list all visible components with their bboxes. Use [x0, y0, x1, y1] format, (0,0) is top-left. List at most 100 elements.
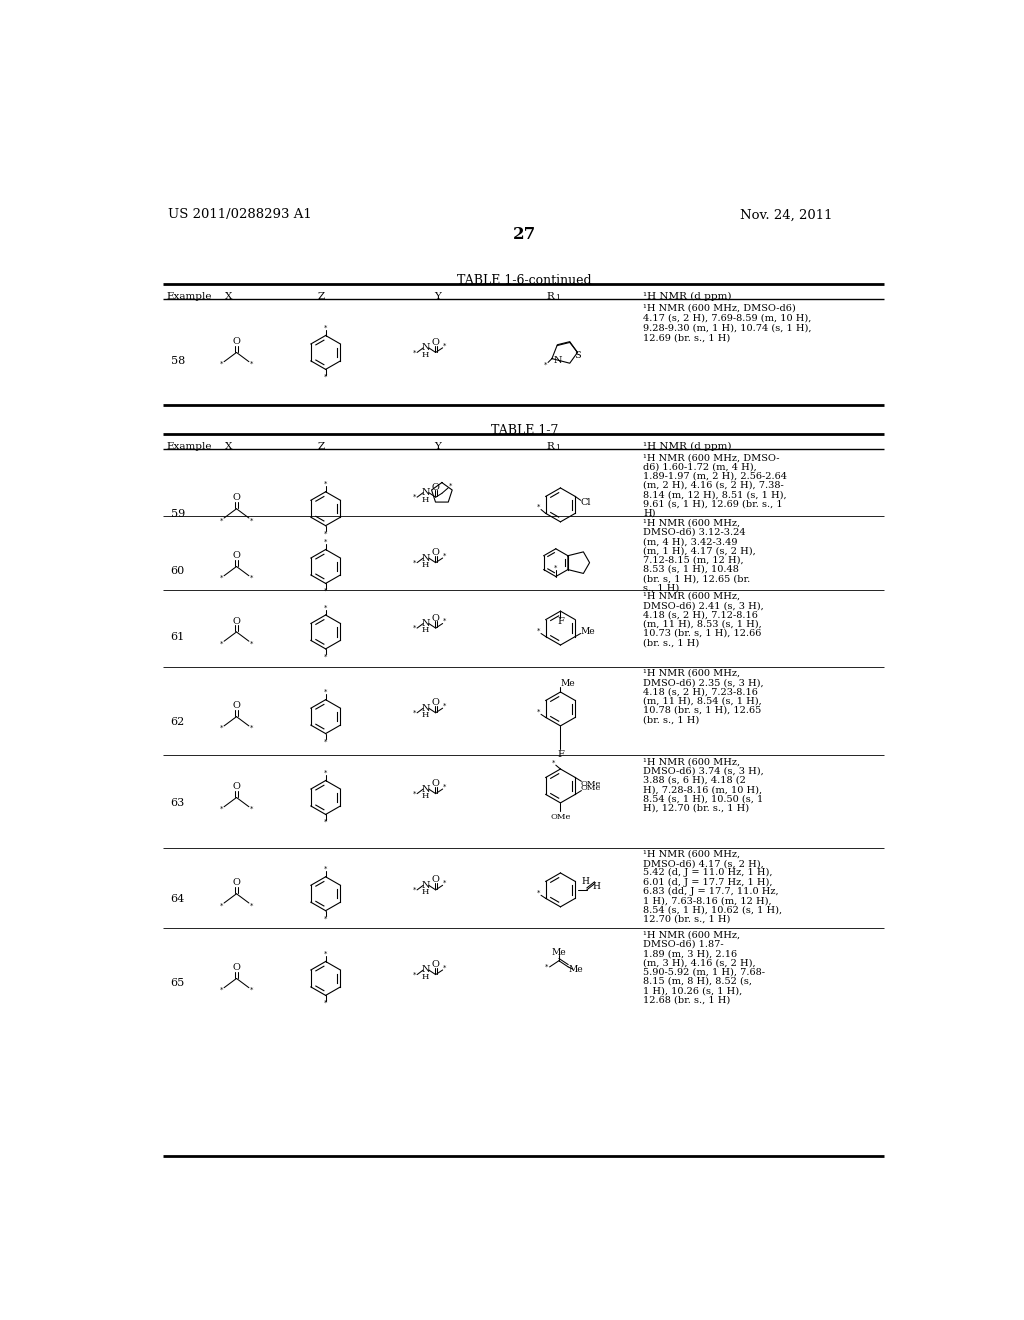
Text: *: * — [324, 866, 328, 873]
Text: *: * — [324, 480, 328, 487]
Text: H: H — [422, 495, 429, 503]
Text: F: F — [557, 618, 564, 627]
Text: O: O — [432, 548, 439, 557]
Text: OMe: OMe — [581, 780, 601, 788]
Text: *: * — [324, 589, 328, 594]
Text: 65: 65 — [171, 978, 185, 989]
Text: O: O — [432, 779, 439, 788]
Text: ¹H NMR (d ppm): ¹H NMR (d ppm) — [643, 292, 732, 301]
Text: O: O — [432, 875, 439, 884]
Text: ¹H NMR (600 MHz,: ¹H NMR (600 MHz, — [643, 758, 740, 767]
Text: *: * — [324, 605, 328, 610]
Text: *: * — [250, 725, 253, 731]
Text: *: * — [413, 972, 417, 978]
Text: H: H — [422, 627, 429, 635]
Text: *: * — [250, 517, 253, 523]
Text: 10.78 (br. s, 1 H), 12.65: 10.78 (br. s, 1 H), 12.65 — [643, 706, 762, 715]
Text: ¹H NMR (600 MHz, DMSO-d6): ¹H NMR (600 MHz, DMSO-d6) — [643, 304, 796, 312]
Text: (m, 2 H), 4.16 (s, 2 H), 7.38-: (m, 2 H), 4.16 (s, 2 H), 7.38- — [643, 480, 784, 490]
Text: *: * — [443, 342, 446, 348]
Text: Me: Me — [561, 678, 575, 688]
Text: *: * — [443, 784, 446, 789]
Text: *: * — [324, 539, 328, 545]
Text: *: * — [220, 576, 223, 581]
Text: (m, 1 H), 4.17 (s, 2 H),: (m, 1 H), 4.17 (s, 2 H), — [643, 546, 756, 556]
Text: 62: 62 — [171, 717, 185, 726]
Text: *: * — [324, 770, 328, 776]
Text: *: * — [324, 915, 328, 921]
Text: 10.73 (br. s, 1 H), 12.66: 10.73 (br. s, 1 H), 12.66 — [643, 628, 762, 638]
Text: *: * — [250, 987, 253, 993]
Text: (m, 11 H), 8.54 (s, 1 H),: (m, 11 H), 8.54 (s, 1 H), — [643, 697, 762, 706]
Text: O: O — [432, 960, 439, 969]
Text: (m, 4 H), 3.42-3.49: (m, 4 H), 3.42-3.49 — [643, 537, 738, 546]
Text: 12.68 (br. s., 1 H): 12.68 (br. s., 1 H) — [643, 995, 731, 1005]
Text: *: * — [443, 553, 446, 558]
Text: 6.83 (dd, J = 17.7, 11.0 Hz,: 6.83 (dd, J = 17.7, 11.0 Hz, — [643, 887, 779, 896]
Text: 8.53 (s, 1 H), 10.48: 8.53 (s, 1 H), 10.48 — [643, 565, 739, 574]
Text: *: * — [413, 494, 417, 500]
Text: Z: Z — [317, 442, 326, 450]
Text: ¹H NMR (d ppm): ¹H NMR (d ppm) — [643, 442, 732, 451]
Text: N: N — [421, 488, 430, 498]
Text: *: * — [544, 362, 548, 368]
Text: 60: 60 — [171, 566, 185, 577]
Text: *: * — [413, 710, 417, 715]
Text: O: O — [432, 614, 439, 623]
Text: *: * — [220, 360, 223, 367]
Text: d6) 1.60-1.72 (m, 4 H),: d6) 1.60-1.72 (m, 4 H), — [643, 462, 757, 471]
Text: (br. s, 1 H), 12.65 (br.: (br. s, 1 H), 12.65 (br. — [643, 574, 751, 583]
Text: *: * — [250, 576, 253, 581]
Text: H: H — [422, 711, 429, 719]
Text: 1 H), 7.63-8.16 (m, 12 H),: 1 H), 7.63-8.16 (m, 12 H), — [643, 896, 772, 906]
Text: 64: 64 — [171, 894, 185, 904]
Text: *: * — [250, 807, 253, 812]
Text: 5.42 (d, J = 11.0 Hz, 1 H),: 5.42 (d, J = 11.0 Hz, 1 H), — [643, 869, 773, 878]
Text: (m, 11 H), 8.53 (s, 1 H),: (m, 11 H), 8.53 (s, 1 H), — [643, 619, 762, 628]
Text: N: N — [421, 553, 430, 562]
Text: TABLE 1-6-continued: TABLE 1-6-continued — [458, 275, 592, 286]
Text: *: * — [324, 950, 328, 957]
Text: N: N — [421, 619, 430, 628]
Text: 59: 59 — [171, 508, 185, 519]
Text: 9.28-9.30 (m, 1 H), 10.74 (s, 1 H),: 9.28-9.30 (m, 1 H), 10.74 (s, 1 H), — [643, 323, 812, 333]
Text: *: * — [443, 702, 446, 709]
Text: 1: 1 — [555, 294, 560, 302]
Text: *: * — [324, 689, 328, 696]
Text: N: N — [421, 880, 430, 890]
Text: H): H) — [643, 508, 656, 517]
Text: 8.54 (s, 1 H), 10.50 (s, 1: 8.54 (s, 1 H), 10.50 (s, 1 — [643, 795, 764, 804]
Text: *: * — [324, 374, 328, 380]
Text: X: X — [225, 292, 232, 301]
Text: DMSO-d6) 2.35 (s, 3 H),: DMSO-d6) 2.35 (s, 3 H), — [643, 678, 764, 688]
Text: 4.18 (s, 2 H), 7.12-8.16: 4.18 (s, 2 H), 7.12-8.16 — [643, 610, 758, 619]
Text: H: H — [582, 876, 589, 886]
Text: H: H — [593, 882, 601, 891]
Text: *: * — [220, 517, 223, 523]
Text: O: O — [232, 552, 241, 560]
Text: 8.15 (m, 8 H), 8.52 (s,: 8.15 (m, 8 H), 8.52 (s, — [643, 977, 753, 986]
Text: DMSO-d6) 3.12-3.24: DMSO-d6) 3.12-3.24 — [643, 528, 746, 537]
Text: O: O — [232, 964, 241, 972]
Text: H: H — [422, 561, 429, 569]
Text: *: * — [250, 640, 253, 647]
Text: Z: Z — [317, 292, 326, 301]
Text: Example: Example — [167, 292, 212, 301]
Text: O: O — [232, 879, 241, 887]
Text: H), 12.70 (br. s., 1 H): H), 12.70 (br. s., 1 H) — [643, 804, 750, 813]
Text: N: N — [553, 356, 561, 366]
Text: ¹H NMR (600 MHz,: ¹H NMR (600 MHz, — [643, 931, 740, 940]
Text: Cl: Cl — [581, 498, 591, 507]
Text: *: * — [537, 628, 541, 634]
Text: O: O — [232, 701, 241, 710]
Text: O: O — [432, 483, 439, 491]
Text: DMSO-d6) 3.74 (s, 3 H),: DMSO-d6) 3.74 (s, 3 H), — [643, 767, 764, 776]
Text: N: N — [421, 965, 430, 974]
Text: 27: 27 — [513, 226, 537, 243]
Text: H: H — [422, 351, 429, 359]
Text: ¹H NMR (600 MHz,: ¹H NMR (600 MHz, — [643, 591, 740, 601]
Text: Me: Me — [568, 965, 584, 974]
Text: *: * — [413, 791, 417, 797]
Text: *: * — [449, 483, 452, 488]
Text: H: H — [422, 792, 429, 800]
